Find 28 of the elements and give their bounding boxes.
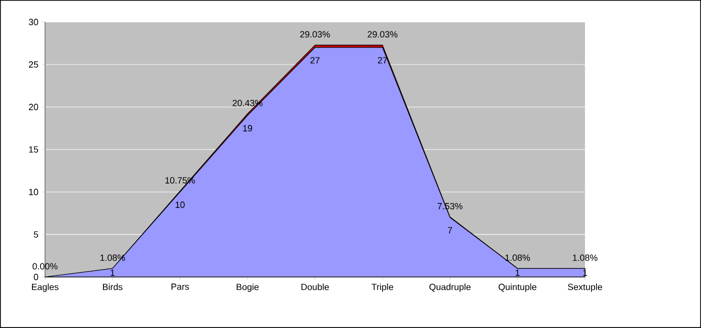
data-label: 0.00% xyxy=(32,263,58,270)
x-tick-label: Pars xyxy=(171,284,189,290)
y-tick-label: 25 xyxy=(28,61,38,68)
data-label: 29.03% xyxy=(368,31,398,38)
y-tick-label: 15 xyxy=(29,146,38,153)
y-tick-label: 20 xyxy=(28,104,38,110)
data-label: 7 xyxy=(448,227,452,234)
data-label: 27 xyxy=(378,57,388,64)
data-label: 1.08% xyxy=(505,254,530,261)
data-label: 27 xyxy=(310,57,320,64)
data-label: 1.08% xyxy=(572,254,598,261)
y-tick-label: 30 xyxy=(28,18,38,26)
x-tick-label: Sextuple xyxy=(568,284,602,292)
x-tick-label: Quintuple xyxy=(498,284,536,292)
y-tick-label: 5 xyxy=(34,231,38,238)
x-tick-label: Quadruple xyxy=(429,284,471,292)
data-label: 19 xyxy=(243,125,252,132)
y-tick-label: 0 xyxy=(34,274,38,280)
x-tick-label: Double xyxy=(301,284,329,290)
data-label: 1 xyxy=(516,270,520,276)
data-label: 1 xyxy=(110,270,115,276)
x-tick-label: Eagles xyxy=(32,284,58,292)
data-label: 10 xyxy=(176,202,185,208)
x-tick-label: Birds xyxy=(102,284,122,290)
x-tick-label: Bogie xyxy=(236,284,259,292)
y-tick-label: 10 xyxy=(29,188,38,196)
x-tick-label: Triple xyxy=(372,284,394,292)
data-label: 29.03% xyxy=(300,31,330,38)
